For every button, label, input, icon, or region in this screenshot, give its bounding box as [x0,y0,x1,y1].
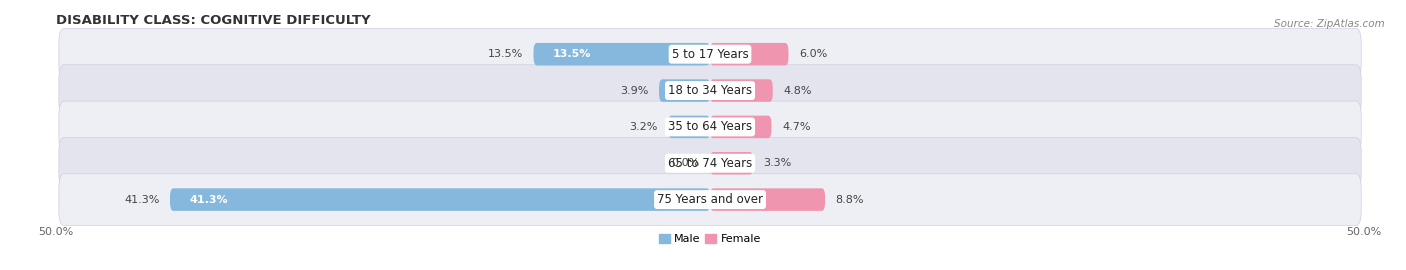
Text: Source: ZipAtlas.com: Source: ZipAtlas.com [1274,19,1385,29]
Text: 75 Years and over: 75 Years and over [657,193,763,206]
FancyBboxPatch shape [668,116,710,138]
Text: 65 to 74 Years: 65 to 74 Years [668,157,752,170]
Text: 35 to 64 Years: 35 to 64 Years [668,120,752,133]
Text: 4.7%: 4.7% [782,122,810,132]
Text: 41.3%: 41.3% [190,195,228,205]
Text: 13.5%: 13.5% [553,49,592,59]
FancyBboxPatch shape [59,28,1361,80]
FancyBboxPatch shape [59,65,1361,116]
Text: 3.3%: 3.3% [763,158,792,168]
Text: 13.5%: 13.5% [488,49,523,59]
FancyBboxPatch shape [59,101,1361,153]
FancyBboxPatch shape [533,43,710,65]
FancyBboxPatch shape [659,79,710,102]
Text: 8.8%: 8.8% [835,195,865,205]
Text: 3.2%: 3.2% [630,122,658,132]
FancyBboxPatch shape [59,137,1361,189]
FancyBboxPatch shape [710,116,772,138]
Text: 5 to 17 Years: 5 to 17 Years [672,48,748,61]
FancyBboxPatch shape [710,43,789,65]
Text: 18 to 34 Years: 18 to 34 Years [668,84,752,97]
Text: 6.0%: 6.0% [799,49,827,59]
Text: 0.0%: 0.0% [671,158,700,168]
Text: 41.3%: 41.3% [124,195,159,205]
FancyBboxPatch shape [710,79,773,102]
Legend: Male, Female: Male, Female [659,234,761,244]
Text: 4.8%: 4.8% [783,86,811,96]
FancyBboxPatch shape [59,174,1361,225]
FancyBboxPatch shape [710,152,754,174]
Text: 3.9%: 3.9% [620,86,648,96]
FancyBboxPatch shape [170,188,710,211]
FancyBboxPatch shape [710,188,825,211]
Text: DISABILITY CLASS: COGNITIVE DIFFICULTY: DISABILITY CLASS: COGNITIVE DIFFICULTY [56,14,371,27]
